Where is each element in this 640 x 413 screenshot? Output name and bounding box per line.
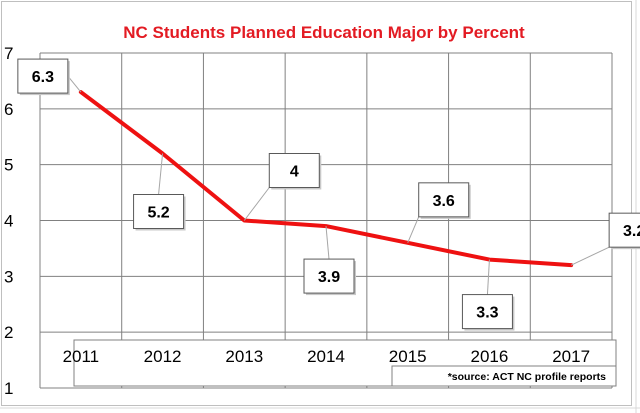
data-label: 3.9 <box>318 269 340 286</box>
y-tick-label: 3 <box>4 267 13 286</box>
x-tick-label: 2015 <box>389 347 427 366</box>
y-axis: 1 2 3 4 5 6 7 <box>4 44 13 398</box>
data-label-leader <box>486 259 490 295</box>
data-label: 3.3 <box>476 305 498 322</box>
data-label-leader <box>325 226 330 260</box>
data-label-leader <box>158 153 164 195</box>
data-label: 5.2 <box>147 205 169 222</box>
data-label: 3.6 <box>433 193 455 210</box>
y-tick-label: 2 <box>4 323 13 342</box>
gridlines <box>39 52 613 389</box>
source-note-box: *source: ACT NC profile reports <box>391 365 617 387</box>
y-tick-label: 7 <box>4 44 13 63</box>
x-tick-label: 2013 <box>225 347 263 366</box>
data-label: 3.2 <box>623 223 640 240</box>
x-tick-label: 2014 <box>307 347 345 366</box>
x-tick-label: 2011 <box>63 347 100 366</box>
y-tick-label: 5 <box>4 156 13 175</box>
y-tick-label: 6 <box>4 100 13 119</box>
x-tick-label: 2016 <box>471 347 509 366</box>
data-label-box <box>418 182 470 218</box>
source-note: *source: ACT NC profile reports <box>448 371 606 383</box>
data-label-box <box>461 294 513 330</box>
data-labels: 6.3 5.2 4 3.9 3.6 3.3 3.2 <box>17 58 640 331</box>
x-tick-label: 2017 <box>552 347 590 366</box>
x-tick-label: 2012 <box>144 347 182 366</box>
data-label-leader <box>407 216 420 244</box>
chart-title: NC Students Planned Education Major by P… <box>123 23 525 42</box>
data-label-box <box>303 258 355 294</box>
data-label: 4 <box>290 164 299 181</box>
y-tick-label: 1 <box>4 379 13 398</box>
data-label: 6.3 <box>32 69 54 86</box>
data-label-leader <box>67 75 82 93</box>
chart-area-border <box>1 1 632 406</box>
data-label-leader <box>243 187 270 221</box>
data-label-box <box>268 153 320 188</box>
data-label-box <box>17 58 69 94</box>
data-label-leader <box>570 246 610 266</box>
data-label-box <box>133 194 185 229</box>
y-tick-label: 4 <box>4 212 13 231</box>
data-label-box <box>608 212 640 248</box>
